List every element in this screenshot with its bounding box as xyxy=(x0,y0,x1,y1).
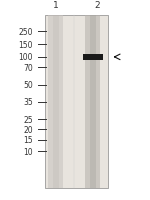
Text: 35: 35 xyxy=(23,98,33,107)
Bar xyxy=(85,16,100,188)
Bar xyxy=(90,16,96,188)
Bar xyxy=(52,16,59,188)
Text: 150: 150 xyxy=(18,40,33,49)
Text: 25: 25 xyxy=(23,115,33,124)
Text: 1: 1 xyxy=(53,1,58,10)
Text: 100: 100 xyxy=(18,53,33,62)
Text: 2: 2 xyxy=(95,1,100,10)
Bar xyxy=(83,55,103,60)
Text: 10: 10 xyxy=(23,147,33,156)
Text: 50: 50 xyxy=(23,81,33,90)
Bar xyxy=(48,16,63,188)
Bar xyxy=(45,16,108,188)
Text: 15: 15 xyxy=(23,136,33,145)
Text: 250: 250 xyxy=(18,28,33,37)
Text: 20: 20 xyxy=(23,125,33,134)
Text: 70: 70 xyxy=(23,64,33,72)
